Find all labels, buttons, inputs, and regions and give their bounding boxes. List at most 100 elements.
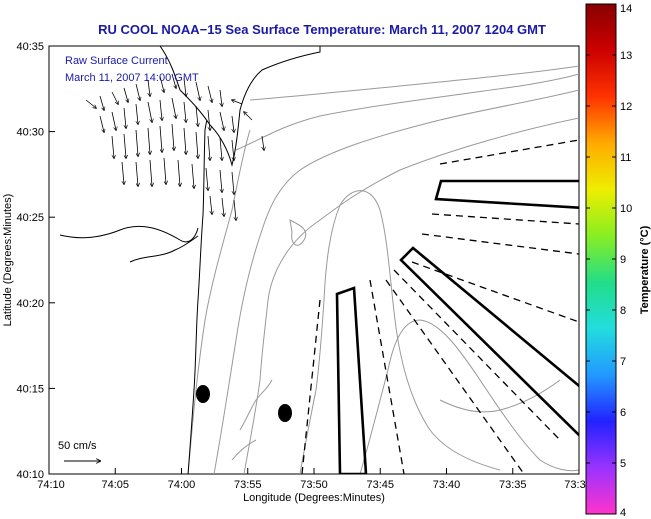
- current-vector: [111, 135, 114, 158]
- current-vector: [207, 85, 212, 102]
- current-vector: [159, 75, 164, 92]
- current-vector: [231, 171, 234, 194]
- bathy-contour-5: [359, 319, 579, 474]
- current-vector: [135, 129, 138, 156]
- colorbar-tick-label: 5: [620, 458, 626, 470]
- current-vector: [233, 199, 236, 220]
- bathy-contour-4: [299, 190, 501, 474]
- current-vector: [147, 79, 150, 96]
- x-tick-label: 73:40: [433, 479, 461, 491]
- x-tick-label: 74:05: [101, 479, 129, 491]
- current-vector: [135, 83, 140, 100]
- current-vector: [209, 195, 212, 214]
- x-tick-label: 73:3: [564, 479, 585, 491]
- beam-dashed-line: [431, 213, 579, 225]
- current-vector: [121, 161, 124, 184]
- current-vector: [191, 163, 194, 188]
- current-vector: [159, 99, 162, 120]
- current-vector: [221, 197, 224, 216]
- current-vector: [85, 99, 96, 108]
- colorbar-tick-label: 6: [620, 407, 626, 419]
- bathy-contour-2: [213, 89, 579, 474]
- bathy-contour-7: [235, 73, 579, 151]
- current-vector: [111, 91, 118, 104]
- x-tick-label: 73:50: [300, 479, 328, 491]
- legend-line-1: Raw Surface Current: [65, 55, 168, 67]
- current-vector: [177, 159, 180, 186]
- current-vector: [244, 112, 253, 121]
- colorbar: [585, 3, 617, 515]
- current-vector: [147, 101, 152, 122]
- colorbar-tick-label: 12: [620, 101, 632, 113]
- current-vector: [262, 135, 264, 150]
- current-vector: [149, 159, 152, 186]
- y-tick-label: 40:10: [16, 469, 44, 481]
- coverage-polygon-east: [434, 179, 579, 209]
- beam-dashed-line: [385, 279, 525, 474]
- colorbar-tick-label: 9: [620, 254, 626, 266]
- y-tick-label: 40:30: [16, 127, 44, 139]
- coverage-polygons: [335, 179, 579, 474]
- x-axis: 74:10 74:05 74:00 73:55 73:50 73:45 73:4…: [37, 468, 586, 491]
- bathymetry-contours: [187, 65, 579, 474]
- bathy-contour-6: [249, 65, 579, 101]
- current-vector: [195, 81, 200, 100]
- station-marker-2: [278, 404, 292, 422]
- colorbar-tick-label: 4: [620, 507, 626, 519]
- station-marker-1: [196, 385, 210, 403]
- current-vector: [183, 77, 186, 96]
- current-vector: [183, 127, 186, 154]
- current-vector: [123, 133, 126, 158]
- current-vector: [163, 157, 166, 184]
- y-tick-label: 40:20: [16, 298, 44, 310]
- current-vector: [231, 139, 234, 160]
- river-mouth: [129, 235, 199, 263]
- colorbar-tick-label: 10: [620, 203, 632, 215]
- current-vector: [99, 95, 104, 110]
- y-axis-label: Latitude (Degrees:Minutes): [2, 194, 14, 327]
- x-tick-label: 74:00: [168, 479, 196, 491]
- current-vector: [171, 73, 176, 88]
- current-vector: [207, 109, 210, 130]
- radar-beam-lines: [301, 139, 579, 474]
- beam-dashed-line: [411, 261, 579, 323]
- colorbar-label: Temperature (°C): [639, 225, 651, 314]
- current-vector: [123, 107, 126, 128]
- bathy-contour-9: [289, 219, 307, 246]
- bathy-contour-8: [231, 379, 273, 461]
- x-tick-label: 73:35: [499, 479, 527, 491]
- bathy-contour-3: [243, 117, 579, 474]
- current-vector: [205, 167, 208, 190]
- legend-line-2: March 11, 2007 14:00 GMT: [65, 72, 199, 84]
- current-vector: [135, 103, 138, 124]
- current-vector: [195, 105, 198, 126]
- land-sandy-hook: [159, 46, 321, 167]
- colorbar-tick-label: 8: [620, 305, 626, 317]
- x-tick-label: 74:10: [37, 479, 65, 491]
- coverage-polygon-southeast: [399, 246, 579, 437]
- current-vector: [232, 100, 243, 105]
- y-axis: 40:35 40:30 40:25 40:20 40:15 40:10: [16, 41, 55, 481]
- current-vector: [171, 123, 174, 150]
- current-vector: [219, 89, 222, 106]
- colorbar-tick-label: 14: [620, 3, 632, 15]
- x-tick-label: 73:55: [234, 479, 262, 491]
- coastline: [49, 46, 321, 474]
- current-vector: [159, 125, 162, 152]
- scale-label: 50 cm/s: [58, 440, 97, 452]
- colorbar-tick-label: 11: [620, 152, 631, 164]
- current-vector: [207, 135, 210, 160]
- current-vector: [219, 169, 222, 192]
- y-tick-label: 40:15: [16, 383, 44, 395]
- bathy-contour-10: [439, 379, 561, 413]
- bay-inlet: [59, 225, 199, 243]
- colorbar-tick-label: 13: [620, 50, 632, 62]
- colorbar-tick-label: 7: [620, 356, 626, 368]
- x-tick-label: 73:45: [366, 479, 394, 491]
- current-vector: [99, 115, 104, 132]
- current-vector: [195, 131, 198, 158]
- coverage-polygon-south: [335, 286, 368, 474]
- current-vector: [135, 161, 138, 186]
- map-title: RU COOL NOAA−15 Sea Surface Temperature:…: [98, 22, 546, 37]
